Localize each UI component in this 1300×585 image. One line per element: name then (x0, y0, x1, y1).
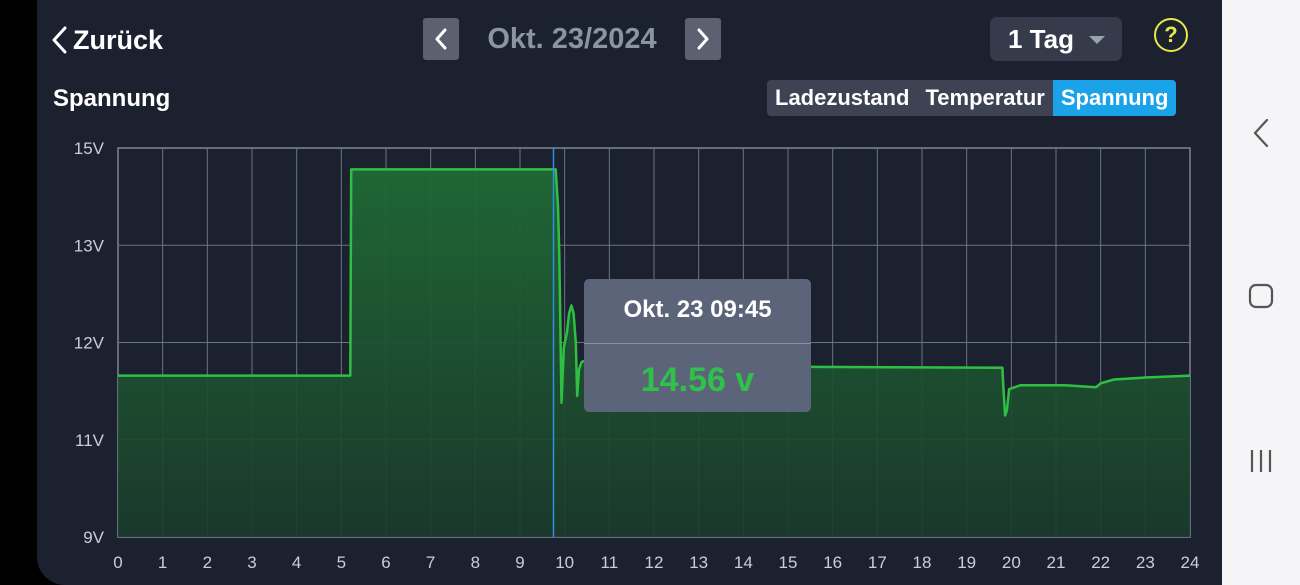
back-icon[interactable] (1222, 118, 1300, 148)
chevron-left-icon (52, 26, 67, 54)
x-tick-label: 15 (779, 553, 798, 572)
x-tick-label: 20 (1002, 553, 1021, 572)
tab-temperatur[interactable]: Temperatur (917, 80, 1053, 116)
y-tick-label: 9V (83, 528, 104, 547)
x-tick-label: 16 (823, 553, 842, 572)
x-tick-label: 13 (689, 553, 708, 572)
recents-icon[interactable] (1222, 448, 1300, 474)
chevron-right-icon (697, 28, 709, 50)
x-tick-label: 6 (381, 553, 390, 572)
x-tick-label: 10 (555, 553, 574, 572)
period-label: 1 Tag (1008, 23, 1074, 54)
y-tick-label: 12V (74, 334, 105, 353)
chevron-left-icon (435, 28, 447, 50)
x-tick-label: 12 (645, 553, 664, 572)
x-tick-label: 14 (734, 553, 753, 572)
tab-spannung[interactable]: Spannung (1052, 80, 1177, 116)
x-tick-label: 22 (1091, 553, 1110, 572)
caret-down-icon (1089, 36, 1105, 44)
x-tick-label: 21 (1047, 553, 1066, 572)
x-tick-label: 19 (957, 553, 976, 572)
y-tick-label: 11V (75, 431, 105, 450)
tooltip-time: Okt. 23 09:45 (623, 296, 772, 323)
x-tick-label: 11 (601, 553, 619, 572)
tooltip-divider (584, 343, 811, 344)
x-tick-label: 4 (292, 553, 301, 572)
voltage-area-fill (118, 169, 1190, 537)
current-date: Okt. 23/2024 (487, 23, 657, 55)
x-tick-label: 9 (515, 553, 524, 572)
app-screen: Zurück Okt. 23/2024 1 Tag ? Spannung Lad… (37, 0, 1222, 585)
tab-ladezustand[interactable]: Ladezustand (767, 80, 918, 116)
tooltip-value: 14.56 v (640, 361, 755, 399)
x-tick-label: 18 (913, 553, 932, 572)
next-day-button[interactable] (685, 18, 721, 60)
x-tick-label: 3 (247, 553, 256, 572)
home-icon[interactable] (1222, 283, 1300, 309)
x-tick-label: 5 (337, 553, 346, 572)
x-tick-label: 24 (1181, 553, 1200, 572)
x-tick-label: 8 (471, 553, 480, 572)
prev-day-button[interactable] (423, 18, 459, 60)
system-nav-bar (1222, 0, 1300, 585)
help-button[interactable]: ? (1154, 18, 1188, 52)
back-button[interactable]: Zurück (51, 22, 163, 58)
back-label: Zurück (73, 24, 164, 55)
x-tick-label: 17 (868, 553, 887, 572)
x-tick-label: 7 (426, 553, 435, 572)
x-tick-label: 23 (1136, 553, 1155, 572)
period-dropdown[interactable]: 1 Tag (990, 17, 1122, 61)
x-tick-label: 2 (203, 553, 212, 572)
value-tooltip: Okt. 23 09:45 14.56 v (584, 279, 811, 412)
metric-tabs: Ladezustand Temperatur Spannung (767, 80, 1177, 116)
y-tick-label: 15V (74, 139, 105, 158)
section-title: Spannung (53, 85, 171, 112)
y-tick-label: 13V (74, 236, 105, 255)
date-navigator: Okt. 23/2024 (423, 18, 721, 60)
x-tick-label: 0 (113, 553, 122, 572)
x-tick-label: 1 (158, 553, 167, 572)
